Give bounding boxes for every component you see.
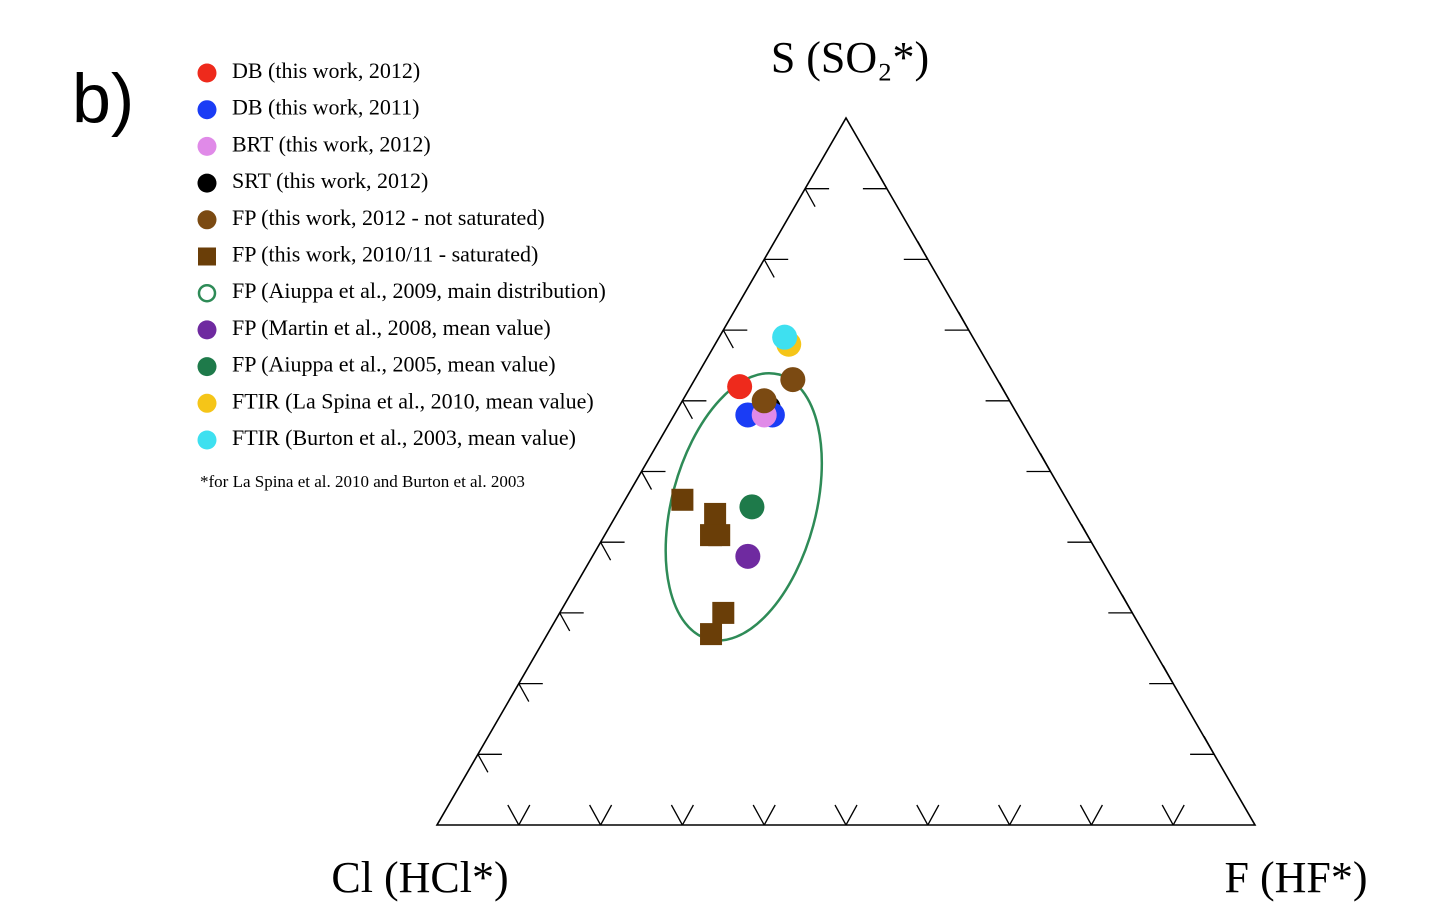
tick-mark <box>681 400 693 420</box>
tick-mark <box>1009 804 1022 826</box>
tick-mark <box>876 170 888 190</box>
tick-mark <box>670 804 683 826</box>
data-point <box>727 374 753 400</box>
right-label: F (HF*) <box>1224 853 1367 902</box>
legend-marker <box>197 320 217 340</box>
tick-mark <box>1161 804 1174 826</box>
legend-marker <box>197 393 217 413</box>
tick-mark <box>763 804 776 826</box>
data-point <box>700 623 723 646</box>
tick-mark <box>640 471 653 490</box>
tick-mark <box>559 612 571 632</box>
legend-label: FP (Martin et al., 2008, mean value) <box>232 315 551 340</box>
legend-marker <box>197 173 217 193</box>
tick-mark <box>834 804 847 826</box>
tick-mark <box>518 804 531 826</box>
data-point <box>735 543 761 569</box>
tick-mark <box>681 804 694 826</box>
data-point <box>671 488 694 511</box>
tick-mark <box>1039 453 1052 472</box>
tick-mark <box>1162 665 1174 684</box>
legend-label: DB (this work, 2011) <box>232 95 419 120</box>
tick-mark <box>804 188 816 208</box>
data-point <box>772 324 798 350</box>
data-point <box>780 367 806 393</box>
legend-label: BRT (this work, 2012) <box>232 131 431 156</box>
legend-marker <box>197 136 217 156</box>
legend-label: FP (this work, 2012 - not saturated) <box>232 205 545 230</box>
legend-label: FP (Aiuppa et al., 2009, main distributi… <box>232 278 606 303</box>
legend-label: FTIR (La Spina et al., 2010, mean value) <box>232 388 594 413</box>
legend-marker <box>197 100 217 120</box>
legend-label: SRT (this work, 2012) <box>232 168 428 193</box>
tick-mark <box>518 683 530 702</box>
tick-mark <box>998 804 1011 826</box>
tick-mark <box>917 241 929 260</box>
legend-label: DB (this work, 2012) <box>232 58 420 83</box>
note: *for La Spina et al. 2010 and Burton et … <box>200 472 525 491</box>
tick-mark <box>589 804 602 826</box>
legend-marker <box>197 283 217 303</box>
left-label: Cl (HCl*) <box>331 853 508 902</box>
tick-mark <box>477 753 489 773</box>
tick-mark <box>999 382 1011 402</box>
tick-mark <box>722 329 734 349</box>
data-point <box>704 502 727 525</box>
legend-marker <box>197 357 217 377</box>
tick-mark <box>1080 523 1092 543</box>
legend-label: FTIR (Burton et al., 2003, mean value) <box>232 425 576 450</box>
data-point <box>751 388 777 414</box>
tick-mark <box>916 804 929 826</box>
tick-mark <box>1090 804 1103 826</box>
tick-mark <box>1172 804 1185 826</box>
triangle <box>435 116 1257 826</box>
tick-mark <box>1079 804 1092 826</box>
tick-mark <box>600 804 613 826</box>
legend-marker <box>197 63 217 83</box>
data-point <box>708 524 731 547</box>
top-label: S (SO₂*) <box>771 33 929 82</box>
legend-marker <box>198 247 216 266</box>
panel-label: b) <box>72 59 134 137</box>
legend-marker <box>197 430 217 450</box>
data-point <box>712 601 735 624</box>
legend-marker <box>197 210 217 230</box>
tick-mark <box>1203 735 1215 755</box>
data-point <box>739 494 765 520</box>
legend-label: FP (Aiuppa et al., 2005, mean value) <box>232 352 556 377</box>
tick-mark <box>507 804 520 826</box>
tick-mark <box>845 804 858 826</box>
tick-mark <box>600 541 612 561</box>
tick-mark <box>752 804 765 826</box>
tick-mark <box>958 311 970 331</box>
tick-mark <box>763 259 775 278</box>
legend-label: FP (this work, 2010/11 - saturated) <box>232 242 538 267</box>
tick-mark <box>927 804 940 826</box>
tick-mark <box>1121 594 1133 614</box>
